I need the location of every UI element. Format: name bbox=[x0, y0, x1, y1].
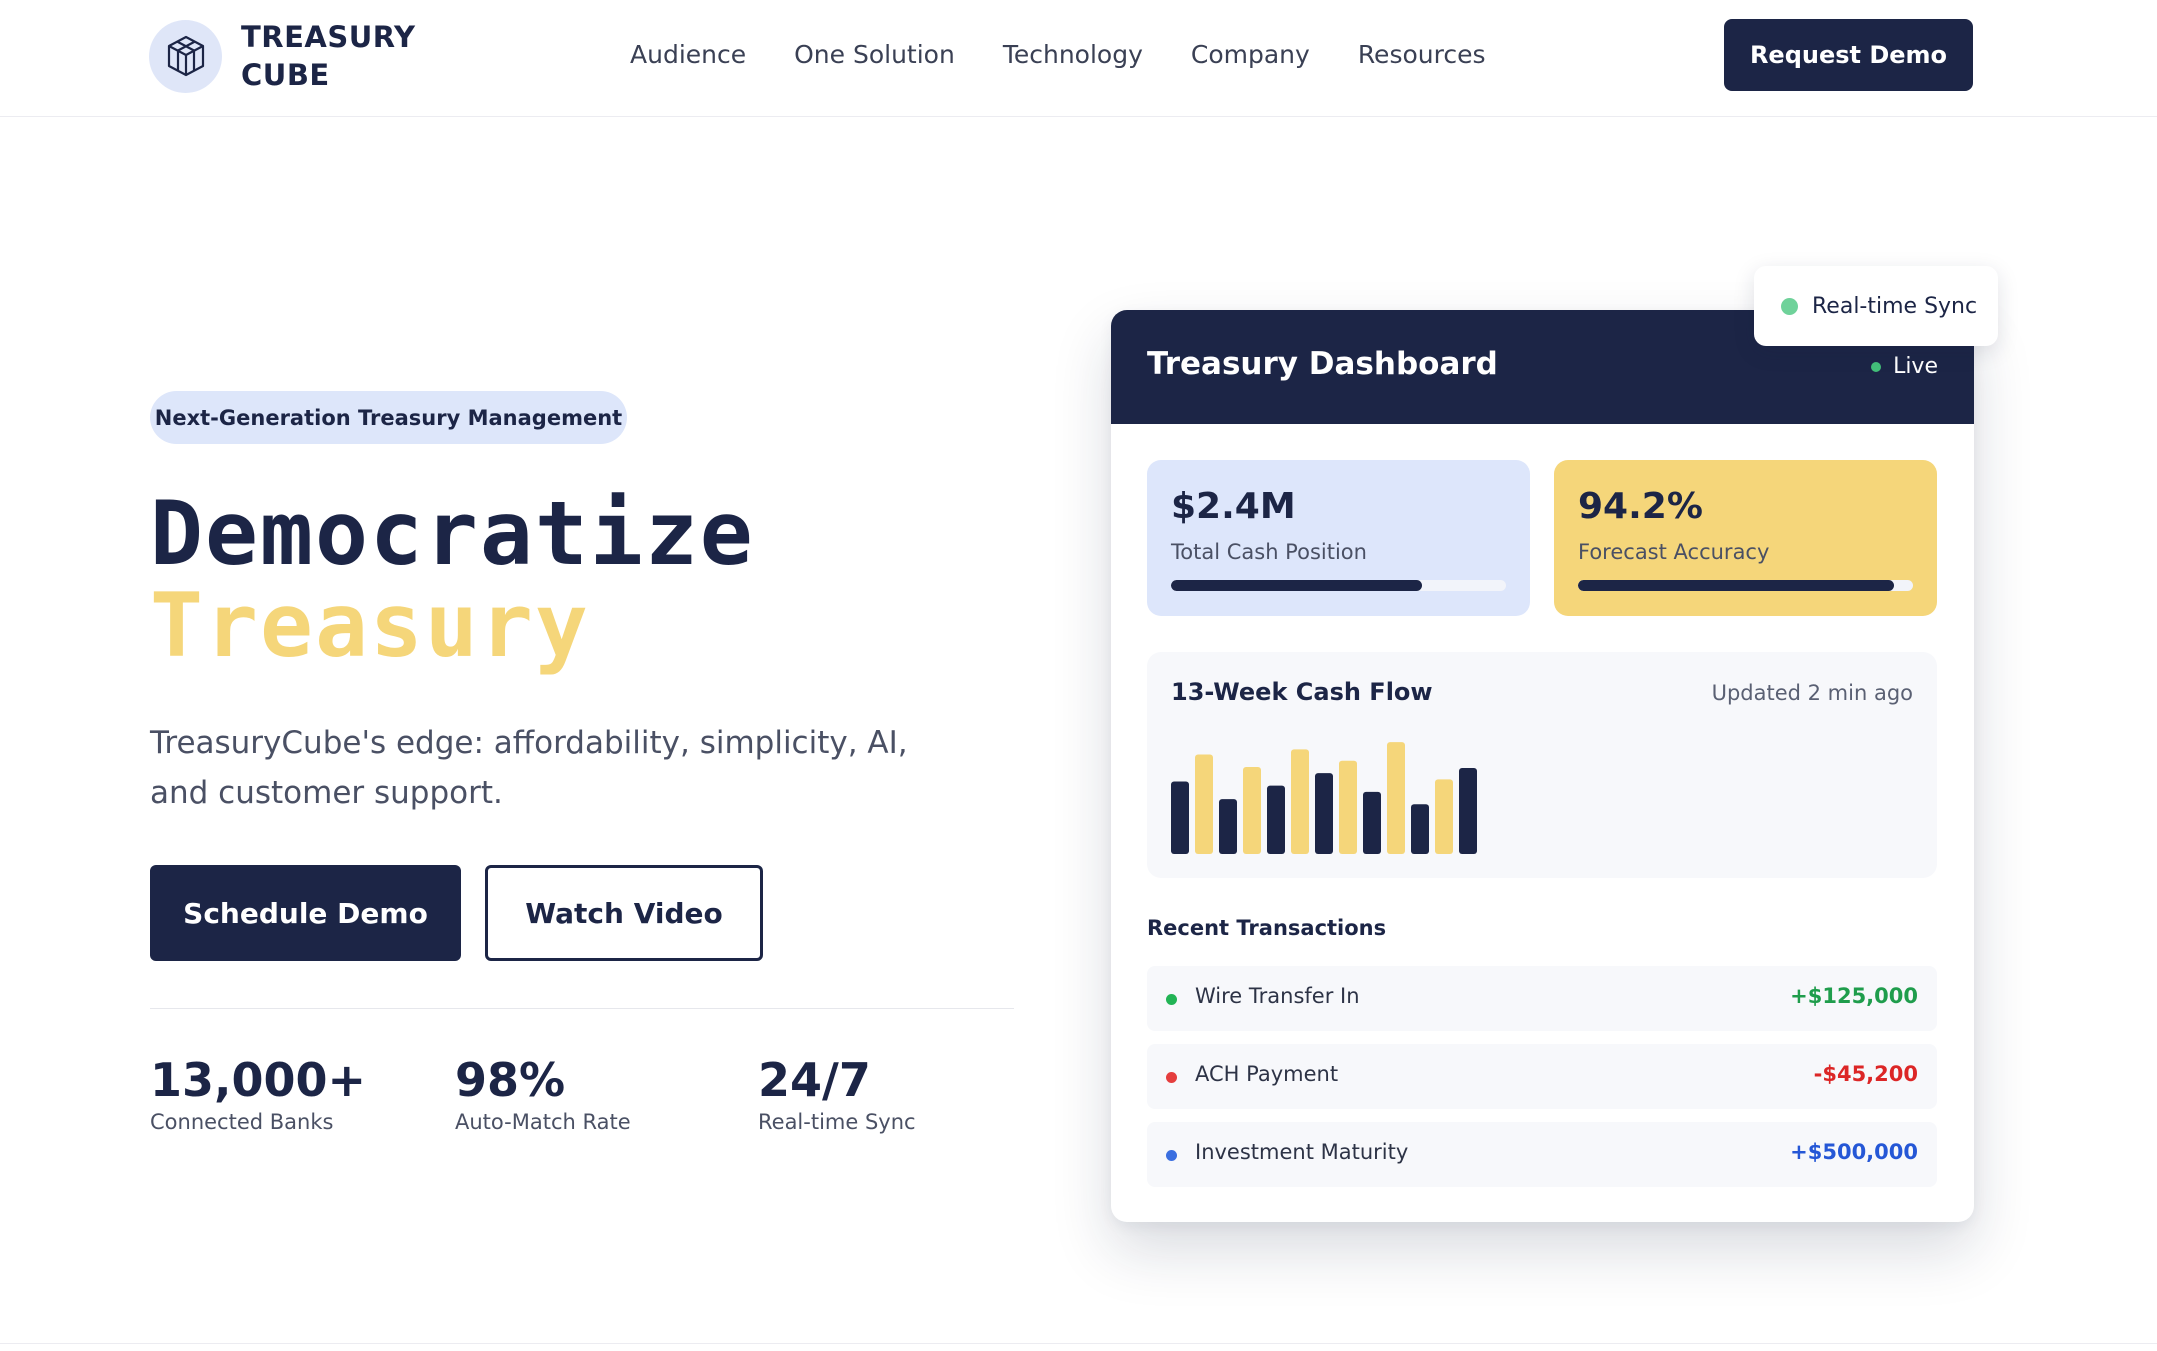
nav-one-solution[interactable]: One Solution bbox=[794, 40, 955, 69]
section-divider bbox=[0, 1343, 2157, 1344]
nav-resources[interactable]: Resources bbox=[1357, 40, 1486, 69]
transaction-name: Wire Transfer In bbox=[1195, 984, 1360, 1008]
cash-flow-bar-w7 bbox=[1315, 773, 1333, 854]
stats-divider bbox=[150, 1008, 1014, 1009]
nav-company[interactable]: Company bbox=[1190, 40, 1310, 69]
sync-badge-label: Real-time Sync bbox=[1812, 293, 1978, 319]
cash-flow-title: 13-Week Cash Flow bbox=[1171, 678, 1433, 706]
live-dot-icon bbox=[1871, 361, 1882, 372]
metric-total-cash: $2.4M Total Cash Position bbox=[1147, 460, 1530, 616]
progress-fill bbox=[1171, 580, 1423, 591]
live-indicator: Live bbox=[1871, 354, 1938, 379]
stat-connected-banks: 13,000+ Connected Banks bbox=[150, 1052, 366, 1134]
live-label: Live bbox=[1893, 354, 1938, 379]
cash-flow-bar-w11 bbox=[1411, 804, 1429, 854]
sync-dot-icon bbox=[1781, 297, 1798, 315]
cash-flow-bar-chart bbox=[1171, 742, 1477, 854]
metric-label: Forecast Accuracy bbox=[1578, 540, 1770, 564]
hero-badge: Next-Generation Treasury Management bbox=[150, 391, 627, 444]
stat-auto-match-rate: 98% Auto-Match Rate bbox=[455, 1052, 631, 1134]
real-time-sync-badge: Real-time Sync bbox=[1754, 266, 1998, 346]
stat-value: 24/7 bbox=[758, 1053, 871, 1107]
nav-audience[interactable]: Audience bbox=[630, 40, 747, 69]
transaction-row[interactable]: Investment Maturity +$500,000 bbox=[1147, 1122, 1937, 1187]
cash-flow-bar-w2 bbox=[1195, 754, 1213, 854]
metric-label: Total Cash Position bbox=[1171, 540, 1367, 564]
transaction-amount: -$45,200 bbox=[1813, 1062, 1918, 1086]
status-dot-icon bbox=[1166, 1072, 1177, 1083]
metric-value: $2.4M bbox=[1171, 486, 1296, 527]
cash-flow-bar-w8 bbox=[1339, 760, 1357, 854]
cash-flow-bar-w5 bbox=[1267, 785, 1285, 854]
stat-label: Connected Banks bbox=[150, 1110, 334, 1134]
progress-fill bbox=[1578, 580, 1894, 591]
headline-line-1: Democratize bbox=[150, 482, 755, 585]
status-dot-icon bbox=[1166, 1150, 1177, 1161]
cash-flow-bar-w10 bbox=[1387, 742, 1405, 854]
hero-subtitle: TreasuryCube's edge: affordability, simp… bbox=[150, 725, 908, 811]
brand-line-2: CUBE bbox=[241, 58, 330, 92]
treasury-dashboard-card: Treasury Dashboard Live $2.4M Total Cash… bbox=[1111, 310, 1974, 1222]
transaction-amount: +$500,000 bbox=[1790, 1140, 1918, 1164]
cash-flow-bar-w12 bbox=[1435, 779, 1453, 854]
progress-track bbox=[1171, 580, 1506, 591]
recent-transactions-title: Recent Transactions bbox=[1147, 916, 1387, 940]
hero-headline: Democratize Treasury bbox=[150, 488, 755, 672]
nav-technology[interactable]: Technology bbox=[1002, 40, 1143, 69]
brand-line-1: TREASURY bbox=[241, 20, 416, 54]
site-header: TREASURY CUBE Audience One Solution Tech… bbox=[0, 0, 2157, 117]
cash-flow-bar-w6 bbox=[1291, 749, 1309, 854]
cash-flow-bar-w13 bbox=[1459, 767, 1477, 854]
metric-value: 94.2% bbox=[1578, 486, 1703, 527]
schedule-demo-button[interactable]: Schedule Demo bbox=[150, 865, 461, 961]
transaction-name: Investment Maturity bbox=[1195, 1140, 1409, 1164]
transaction-row[interactable]: ACH Payment -$45,200 bbox=[1147, 1044, 1937, 1109]
watch-video-button[interactable]: Watch Video bbox=[485, 865, 763, 961]
transaction-amount: +$125,000 bbox=[1790, 984, 1918, 1008]
progress-track bbox=[1578, 580, 1913, 591]
stat-real-time-sync: 24/7 Real-time Sync bbox=[758, 1052, 916, 1134]
cash-flow-bar-w3 bbox=[1219, 799, 1237, 854]
cash-flow-bar-w9 bbox=[1363, 791, 1381, 854]
transaction-name: ACH Payment bbox=[1195, 1062, 1339, 1086]
transaction-row[interactable]: Wire Transfer In +$125,000 bbox=[1147, 966, 1937, 1031]
cash-flow-panel: 13-Week Cash Flow Updated 2 min ago bbox=[1147, 652, 1937, 878]
logo[interactable]: TREASURY CUBE bbox=[149, 18, 416, 94]
metric-forecast-accuracy: 94.2% Forecast Accuracy bbox=[1554, 460, 1937, 616]
stat-value: 98% bbox=[455, 1053, 566, 1107]
request-demo-button[interactable]: Request Demo bbox=[1724, 19, 1973, 91]
cash-flow-bar-w4 bbox=[1243, 766, 1261, 854]
dashboard-title: Treasury Dashboard bbox=[1147, 346, 1498, 382]
cash-flow-updated: Updated 2 min ago bbox=[1711, 681, 1913, 705]
stat-label: Real-time Sync bbox=[758, 1110, 916, 1134]
brand-name: TREASURY CUBE bbox=[241, 18, 416, 94]
stat-label: Auto-Match Rate bbox=[455, 1110, 631, 1134]
status-dot-icon bbox=[1166, 994, 1177, 1005]
stat-value: 13,000+ bbox=[150, 1053, 367, 1107]
headline-line-2: Treasury bbox=[150, 574, 590, 677]
main-nav: Audience One Solution Technology Company… bbox=[630, 36, 1486, 74]
cash-flow-bar-w1 bbox=[1171, 781, 1189, 854]
cube-icon bbox=[149, 19, 222, 93]
